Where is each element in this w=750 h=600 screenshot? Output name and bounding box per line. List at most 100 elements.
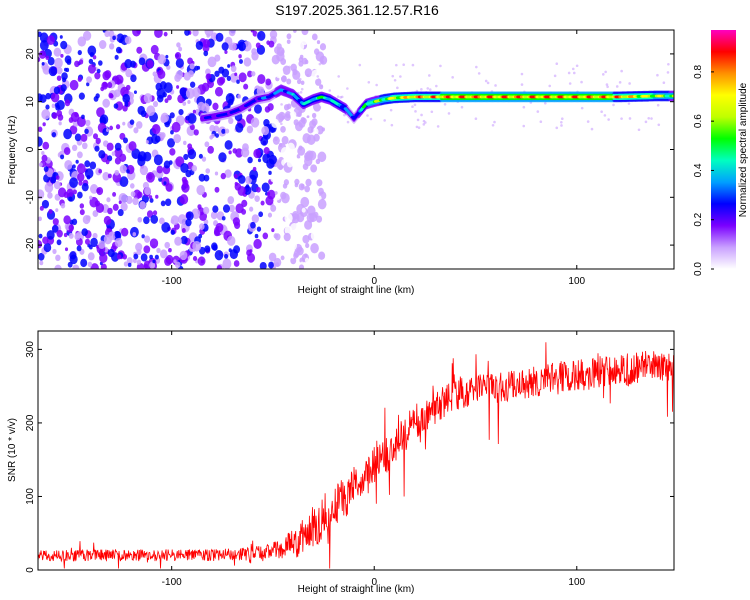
- noise-blob: [51, 112, 58, 119]
- noise-blob: [165, 198, 172, 207]
- noise-blob: [137, 154, 143, 161]
- faint-blob: [543, 101, 547, 105]
- noise-blob: [170, 130, 174, 135]
- noise-blob: [316, 179, 323, 187]
- noise-blob: [50, 92, 60, 103]
- noise-blob: [265, 78, 272, 86]
- noise-blob: [252, 166, 257, 172]
- noise-blob: [205, 168, 211, 174]
- noise-blob: [143, 245, 151, 254]
- noise-blob: [224, 140, 233, 150]
- noise-blob: [189, 81, 196, 88]
- noise-blob: [301, 37, 309, 46]
- noise-blob: [243, 185, 252, 196]
- noise-blob: [226, 235, 236, 246]
- colorbar-label: Normalized spectral amplitude: [738, 82, 749, 217]
- faint-blob: [415, 125, 419, 129]
- top-ytick-label: -10: [25, 190, 36, 205]
- faint-blob: [571, 67, 575, 71]
- noise-blob: [42, 122, 46, 127]
- noise-blob: [80, 133, 88, 142]
- noise-blob: [46, 35, 55, 46]
- faint-blob: [422, 123, 426, 126]
- noise-blob: [250, 30, 255, 33]
- faint-blob: [306, 73, 309, 77]
- noise-blob: [221, 42, 229, 51]
- noise-blob: [257, 74, 266, 85]
- noise-blob: [45, 104, 50, 110]
- noise-blob: [92, 133, 99, 140]
- noise-blob: [288, 55, 297, 66]
- noise-blob: [319, 55, 328, 65]
- faint-blob: [298, 77, 302, 81]
- noise-blob: [145, 140, 149, 144]
- noise-blob: [266, 158, 275, 169]
- noise-blob: [60, 40, 68, 50]
- faint-blob: [603, 114, 607, 117]
- noise-blob: [159, 217, 165, 225]
- noise-blob: [125, 69, 133, 78]
- noise-blob: [66, 59, 72, 65]
- noise-blob: [112, 35, 116, 41]
- noise-blob: [168, 247, 172, 253]
- noise-blob: [126, 257, 133, 265]
- noise-blob: [55, 254, 61, 262]
- noise-blob: [114, 54, 119, 60]
- noise-blob: [173, 133, 181, 144]
- noise-blob: [163, 181, 167, 185]
- noise-blob: [81, 114, 85, 120]
- noise-blob: [179, 250, 188, 261]
- noise-blob: [69, 177, 79, 188]
- noise-blob: [50, 176, 57, 184]
- faint-blob: [605, 83, 609, 86]
- faint-blob: [316, 75, 320, 78]
- noise-blob: [89, 52, 95, 58]
- noise-blob: [229, 249, 239, 260]
- noise-blob: [76, 116, 86, 128]
- noise-blob: [306, 53, 312, 61]
- noise-blob: [126, 169, 130, 174]
- noise-blob: [51, 131, 57, 138]
- faint-blob: [520, 83, 524, 86]
- noise-blob: [141, 234, 145, 239]
- noise-blob: [164, 98, 169, 104]
- noise-blob: [233, 173, 238, 179]
- noise-blob: [112, 203, 119, 211]
- noise-blob: [199, 223, 205, 230]
- noise-blob: [81, 228, 88, 237]
- noise-blob: [122, 137, 128, 144]
- noise-blob: [304, 220, 313, 230]
- faint-blob: [413, 103, 417, 107]
- noise-blob: [228, 150, 232, 155]
- noise-blob: [135, 242, 143, 252]
- noise-blob: [218, 152, 227, 163]
- noise-blob: [224, 50, 228, 55]
- noise-blob: [100, 86, 105, 92]
- faint-blob: [391, 74, 395, 78]
- noise-blob: [264, 106, 271, 113]
- noise-blob: [95, 93, 100, 99]
- noise-blob: [41, 199, 50, 209]
- faint-blob: [288, 65, 291, 69]
- noise-blob: [38, 189, 45, 200]
- noise-blob: [98, 40, 107, 50]
- noise-blob: [179, 87, 188, 97]
- noise-blob: [146, 105, 156, 116]
- noise-blob: [170, 229, 176, 235]
- noise-blob: [263, 147, 270, 155]
- faint-blob: [336, 95, 340, 98]
- noise-blob: [218, 66, 225, 74]
- noise-blob: [214, 171, 219, 176]
- noise-blob: [102, 71, 111, 81]
- noise-blob: [276, 51, 285, 62]
- noise-blob: [254, 104, 262, 114]
- noise-blob: [68, 224, 74, 231]
- noise-blob: [109, 93, 114, 99]
- noise-blob: [178, 109, 184, 116]
- faint-blob: [435, 84, 438, 88]
- noise-blob: [304, 257, 310, 263]
- noise-blob: [69, 79, 79, 91]
- faint-blob: [411, 63, 415, 67]
- faint-blob: [604, 70, 607, 74]
- noise-blob: [94, 145, 100, 152]
